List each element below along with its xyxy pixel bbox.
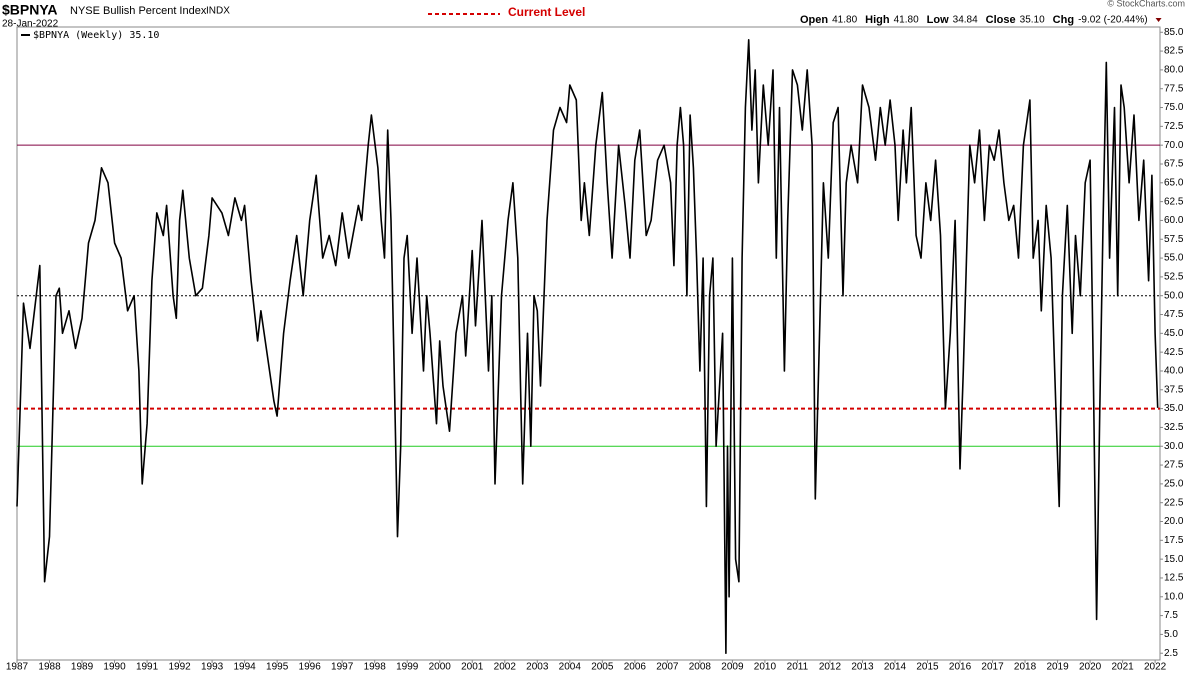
y-tick-label: 80.0 — [1164, 65, 1184, 76]
quote-marker — [1155, 18, 1162, 22]
y-tick-label: 40.0 — [1164, 366, 1184, 377]
x-tick-label: 1996 — [299, 662, 322, 673]
x-tick-label: 2018 — [1014, 662, 1037, 673]
x-tick-label: 2012 — [819, 662, 842, 673]
y-tick-label: 10.0 — [1164, 591, 1184, 602]
y-tick-label: 70.0 — [1164, 140, 1184, 151]
credit: © StockCharts.com — [1107, 0, 1185, 8]
y-tick-label: 62.5 — [1164, 196, 1184, 207]
x-tick-label: 1990 — [103, 662, 126, 673]
x-tick-label: 1987 — [6, 662, 29, 673]
y-tick-label: 82.5 — [1164, 46, 1184, 57]
x-tick-label: 2006 — [624, 662, 647, 673]
y-tick-label: 42.5 — [1164, 347, 1184, 358]
quote-value: 41.80 — [894, 15, 919, 26]
quote-label: High — [865, 14, 890, 26]
y-tick-label: 27.5 — [1164, 460, 1184, 471]
x-tick-label: 2011 — [787, 662, 809, 673]
y-tick-label: 7.5 — [1164, 610, 1178, 621]
x-tick-label: 2003 — [526, 662, 549, 673]
y-tick-label: 37.5 — [1164, 384, 1184, 395]
quote-value: 34.84 — [953, 15, 978, 26]
y-tick-label: 35.0 — [1164, 403, 1184, 414]
y-tick-label: 12.5 — [1164, 573, 1184, 584]
x-tick-label: 2019 — [1046, 662, 1069, 673]
quote-label: Close — [986, 14, 1016, 26]
y-tick-label: 50.0 — [1164, 290, 1184, 301]
quote-label: Chg — [1053, 14, 1074, 26]
legend-label: Current Level — [508, 5, 585, 19]
x-tick-label: 2017 — [981, 662, 1004, 673]
y-tick-label: 65.0 — [1164, 177, 1184, 188]
quote-value: 35.10 — [1020, 15, 1045, 26]
legend-label: $BPNYA (Weekly) 35.10 — [33, 30, 159, 41]
x-tick-label: 2009 — [721, 662, 744, 673]
x-tick-label: 2015 — [916, 662, 939, 673]
x-tick-label: 1997 — [331, 662, 354, 673]
x-tick-label: 2020 — [1079, 662, 1102, 673]
x-tick-label: 2008 — [689, 662, 712, 673]
x-tick-label: 2000 — [429, 662, 452, 673]
series-line — [16, 39, 1159, 654]
x-tick-label: 1991 — [136, 662, 159, 673]
x-tick-label: 1994 — [233, 662, 256, 673]
y-tick-label: 72.5 — [1164, 121, 1184, 132]
y-tick-label: 15.0 — [1164, 554, 1184, 565]
y-tick-label: 75.0 — [1164, 102, 1184, 113]
x-tick-label: 2002 — [494, 662, 517, 673]
y-tick-label: 55.0 — [1164, 253, 1184, 264]
y-tick-label: 57.5 — [1164, 234, 1184, 245]
x-tick-label: 1992 — [168, 662, 191, 673]
y-tick-label: 25.0 — [1164, 479, 1184, 490]
x-tick-label: 1988 — [38, 662, 61, 673]
x-tick-label: 2022 — [1144, 662, 1167, 673]
x-tick-label: 1999 — [396, 662, 419, 673]
y-tick-label: 22.5 — [1164, 497, 1184, 508]
y-tick-label: 20.0 — [1164, 516, 1184, 527]
x-tick-label: 1995 — [266, 662, 289, 673]
y-tick-label: 67.5 — [1164, 159, 1184, 170]
y-tick-label: 52.5 — [1164, 272, 1184, 283]
date: 28-Jan-2022 — [2, 19, 59, 30]
x-tick-label: 2007 — [656, 662, 679, 673]
y-tick-label: 60.0 — [1164, 215, 1184, 226]
quote-value: -9.02 (-20.44%) — [1078, 15, 1147, 26]
x-tick-label: 1993 — [201, 662, 224, 673]
x-tick-label: 2013 — [851, 662, 874, 673]
quote-value: 41.80 — [832, 15, 857, 26]
exchange: INDX — [206, 6, 230, 17]
y-tick-label: 45.0 — [1164, 328, 1184, 339]
y-tick-label: 47.5 — [1164, 309, 1184, 320]
y-tick-label: 5.0 — [1164, 629, 1178, 640]
quote-label: Low — [927, 14, 949, 26]
x-tick-label: 2016 — [949, 662, 972, 673]
x-tick-label: 2010 — [754, 662, 777, 673]
x-tick-label: 2021 — [1111, 662, 1134, 673]
y-tick-label: 32.5 — [1164, 422, 1184, 433]
y-tick-label: 2.5 — [1164, 648, 1178, 659]
x-tick-label: 1998 — [364, 662, 387, 673]
chart-title: $BPNYA — [2, 2, 58, 18]
x-tick-label: 1989 — [71, 662, 94, 673]
x-tick-label: 2005 — [591, 662, 614, 673]
x-tick-label: 2014 — [884, 662, 907, 673]
x-tick-label: 2004 — [559, 662, 582, 673]
y-tick-label: 85.0 — [1164, 27, 1184, 38]
plot-frame — [16, 26, 1161, 661]
y-tick-label: 30.0 — [1164, 441, 1184, 452]
y-tick-label: 17.5 — [1164, 535, 1184, 546]
y-tick-label: 77.5 — [1164, 83, 1184, 94]
chart-subtitle: NYSE Bullish Percent Index — [70, 5, 207, 17]
quote-label: Open — [800, 14, 828, 26]
x-tick-label: 2001 — [461, 662, 484, 673]
